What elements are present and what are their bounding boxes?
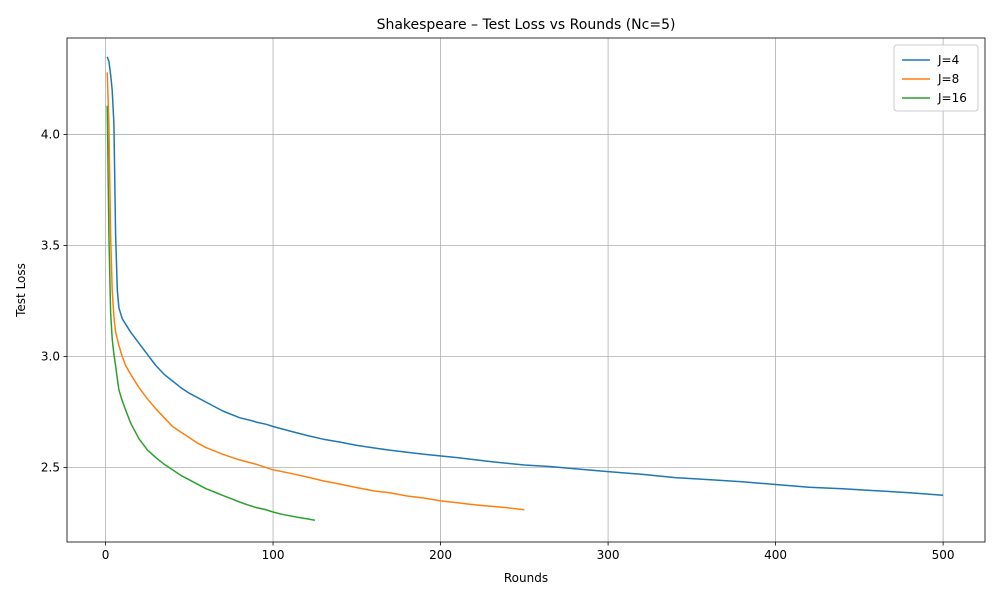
plot-background [67, 38, 985, 542]
x-tick-label: 0 [102, 548, 110, 562]
y-tick-label: 3.5 [41, 239, 60, 253]
x-tick-label: 500 [932, 548, 955, 562]
series-line-j-16 [106, 105, 316, 521]
plot-frame [66, 37, 986, 543]
legend-entry-label: J=8 [937, 72, 959, 86]
series-line-j-4 [106, 56, 944, 496]
chart-title: Shakespeare – Test Loss vs Rounds (Nc=5) [377, 17, 676, 33]
legend-entry-label: J=4 [937, 53, 959, 67]
y-axis-ticks: 2.5 3.0 3.5 4.0 [41, 128, 67, 475]
y-tick-label: 2.5 [41, 461, 60, 475]
legend: J=4 J=8 J=16 [893, 44, 979, 112]
series-layer [106, 56, 944, 521]
series-line-j-8 [106, 72, 525, 511]
legend-entry-label: J=16 [937, 91, 967, 105]
x-axis-label: Rounds [504, 571, 548, 585]
y-axis-label: Test Loss [14, 263, 28, 318]
y-tick-label: 3.0 [41, 350, 60, 364]
x-tick-label: 300 [597, 548, 620, 562]
grid-lines [67, 38, 985, 542]
x-axis-ticks: 0 100 200 300 400 500 [102, 542, 955, 562]
legend-frame [893, 44, 979, 112]
x-tick-label: 100 [262, 548, 285, 562]
y-tick-label: 4.0 [41, 128, 60, 142]
x-tick-label: 200 [429, 548, 452, 562]
x-tick-label: 400 [764, 548, 787, 562]
